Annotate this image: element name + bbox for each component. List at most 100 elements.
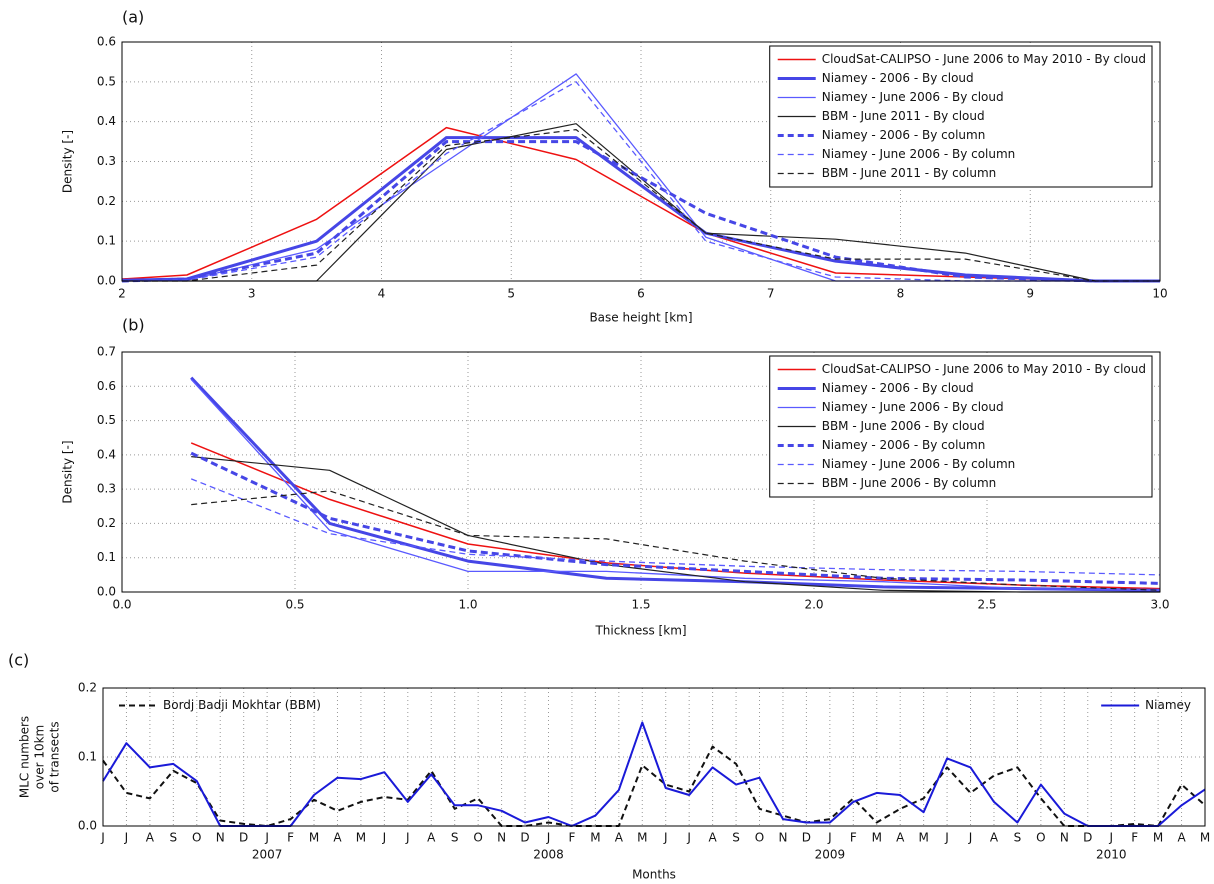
x-tick-label: 4: [378, 287, 386, 301]
y-tick-label: 0.2: [97, 194, 116, 208]
x-tick-label: A: [709, 831, 718, 845]
legend-label: Niamey - 2006 - By cloud: [822, 381, 974, 395]
y-tick-label: 0.0: [78, 819, 97, 833]
x-tick-label: D: [239, 831, 248, 845]
x-tick-label: M: [356, 831, 366, 845]
legend-label: CloudSat-CALIPSO - June 2006 to May 2010…: [822, 52, 1146, 66]
x-tick-label: J: [944, 831, 949, 845]
x-tick-label: A: [615, 831, 624, 845]
x-tick-label: J: [124, 831, 129, 845]
x-tick-label: 0.0: [112, 598, 131, 612]
year-label: 2009: [815, 848, 846, 862]
x-tick-label: 7: [767, 287, 775, 301]
data-line: [121, 140, 1160, 283]
x-tick-label: F: [850, 831, 857, 845]
y-tick-label: 0.5: [97, 413, 116, 427]
x-tick-label: M: [1200, 831, 1210, 845]
x-tick-label: S: [170, 831, 178, 845]
y-axis-label: MLC numbers: [18, 716, 32, 798]
y-tick-label: 0.3: [97, 482, 116, 496]
y-tick-label: 0.4: [97, 447, 116, 461]
x-tick-label: M: [1153, 831, 1163, 845]
legend-label: Bordj Badji Mokhtar (BBM): [163, 698, 321, 712]
y-tick-label: 0.1: [78, 750, 97, 764]
x-tick-label: F: [287, 831, 294, 845]
x-tick-label: S: [1014, 831, 1022, 845]
legend-label: Niamey - June 2006 - By column: [822, 457, 1016, 471]
legend-box: [769, 355, 1153, 498]
x-tick-label: J: [1108, 831, 1113, 845]
legend-label: Niamey: [1145, 698, 1191, 712]
y-tick-label: 0.4: [97, 114, 116, 128]
y-axis-label: Density [-]: [61, 440, 75, 503]
x-tick-label: 5: [507, 287, 515, 301]
legend-label: CloudSat-CALIPSO - June 2006 to May 2010…: [822, 362, 1146, 376]
x-tick-label: J: [546, 831, 551, 845]
y-tick-label: 0.6: [97, 379, 116, 393]
y-tick-label: 0.2: [97, 516, 116, 530]
legend-label: Niamey - June 2006 - By cloud: [822, 90, 1004, 104]
x-tick-label: F: [568, 831, 575, 845]
y-tick-label: 0.6: [97, 35, 116, 49]
x-tick-label: 3.0: [1150, 598, 1169, 612]
x-tick-label: J: [686, 831, 691, 845]
data-line: [190, 451, 1161, 585]
year-label: 2008: [533, 848, 564, 862]
legend-label: BBM - June 2006 - By cloud: [822, 419, 985, 433]
plot: 0.0 0.1 0.2 0.3 0.4 0.5 0.6 2 3 4 5 6 7 8 9 10 CloudSat-…: [97, 35, 1168, 301]
y-axis-label: Density [-]: [61, 130, 75, 193]
x-axis-label: Months: [632, 868, 676, 882]
y-tick-label: 0.2: [78, 681, 97, 695]
data-line: [190, 478, 1161, 576]
x-tick-label: M: [872, 831, 882, 845]
legend: CloudSat-CALIPSO - June 2006 to May 2010…: [769, 45, 1153, 188]
x-tick-label: 8: [897, 287, 905, 301]
x-tick-label: A: [427, 831, 436, 845]
legend-label: BBM - June 2006 - By column: [822, 476, 997, 490]
x-tick-label: N: [1060, 831, 1069, 845]
x-tick-label: J: [382, 831, 387, 845]
y-tick-label: 0.1: [97, 234, 116, 248]
legend-label: BBM - June 2011 - By cloud: [822, 109, 985, 123]
data-line: [122, 129, 1160, 282]
legend-label: Niamey - June 2006 - By column: [822, 147, 1016, 161]
legend: Bordj Badji Mokhtar (BBM): [119, 698, 321, 712]
x-tick-label: A: [990, 831, 999, 845]
legend-label: Niamey - 2006 - By column: [822, 438, 986, 452]
legend: CloudSat-CALIPSO - June 2006 to May 2010…: [769, 355, 1153, 498]
x-tick-label: 3: [248, 287, 256, 301]
x-tick-label: M: [309, 831, 319, 845]
x-tick-label: D: [1083, 831, 1092, 845]
year-label: 2010: [1096, 848, 1127, 862]
x-tick-label: 1.5: [631, 598, 650, 612]
x-tick-label: A: [333, 831, 342, 845]
x-tick-label: D: [802, 831, 811, 845]
x-tick-label: 9: [1026, 287, 1034, 301]
x-tick-label: J: [827, 831, 832, 845]
x-tick-label: A: [896, 831, 905, 845]
x-tick-label: O: [192, 831, 201, 845]
x-tick-label: J: [264, 831, 269, 845]
x-tick-label: 2.0: [804, 598, 823, 612]
legend-label: Niamey - June 2006 - By cloud: [822, 400, 1004, 414]
panel-label: (c): [8, 651, 29, 670]
panel-label: (a): [122, 8, 144, 27]
x-tick-label: 2.5: [977, 598, 996, 612]
plot-frame: [121, 351, 1161, 593]
y-tick-label: 0.0: [97, 585, 116, 599]
x-tick-label: S: [732, 831, 740, 845]
x-tick-label: 1.0: [458, 598, 477, 612]
x-tick-label: J: [968, 831, 973, 845]
x-axis-label: Base height [km]: [589, 311, 692, 325]
y-tick-label: 0.0: [97, 274, 116, 288]
y-tick-label: 0.7: [97, 345, 116, 359]
data-line: [190, 376, 1161, 592]
data-line: [191, 490, 1161, 591]
x-tick-label: A: [1177, 831, 1186, 845]
data-line: [102, 745, 1206, 827]
x-tick-label: J: [405, 831, 410, 845]
x-tick-label: N: [778, 831, 787, 845]
plot-frame: [102, 687, 1206, 827]
legend-label: Niamey - 2006 - By cloud: [822, 71, 974, 85]
x-tick-label: J: [663, 831, 668, 845]
